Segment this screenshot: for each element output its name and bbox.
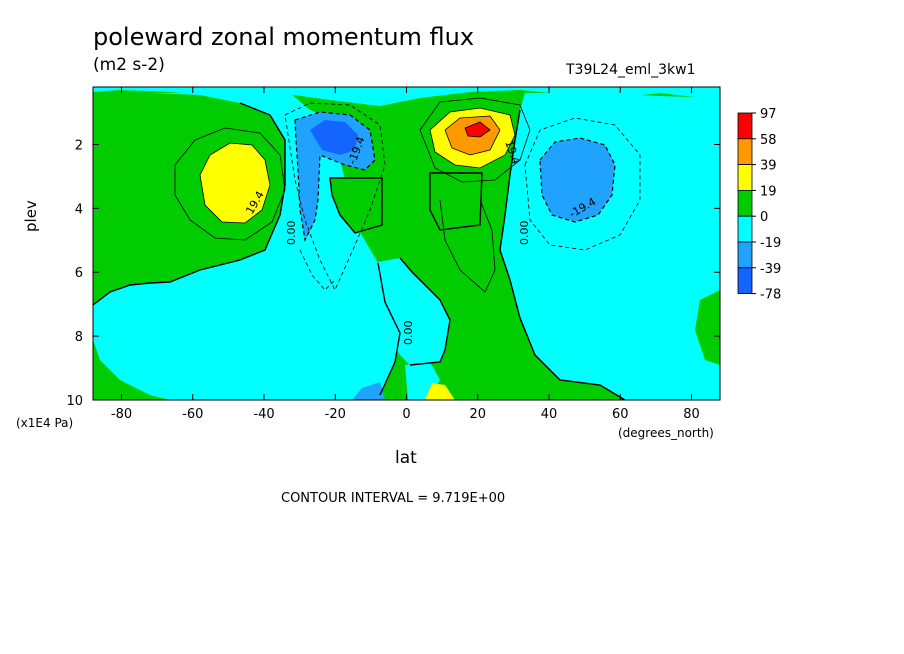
contour-zero-sh-inner (377, 262, 401, 396)
contour-zero-nh-box (429, 172, 483, 231)
y-tick-label: 8 (75, 330, 83, 345)
x-axis: -80 -60 -40 -20 0 20 40 60 80 (111, 87, 700, 422)
colorbar-swatch (737, 189, 753, 217)
colorbar-swatch (737, 164, 753, 191)
chart-units: (m2 s-2) (93, 55, 165, 75)
contour-pos-sh-2 (199, 142, 271, 224)
contour-zero-island (329, 177, 383, 234)
x-tick-label: 40 (541, 407, 558, 422)
contour-lines (93, 97, 641, 400)
colorbar-label: 97 (760, 107, 777, 122)
field-cyan-top (93, 87, 720, 106)
contour-label: 0.00 (518, 221, 531, 246)
colorbar-swatch (737, 241, 753, 269)
field-green-nh-box (430, 173, 482, 230)
colorbar-swatch (737, 267, 753, 294)
colorbar-label: 19 (760, 184, 777, 199)
y-axis-units: (x1E4 Pa) (16, 416, 74, 430)
x-axis-units: (degrees_north) (618, 426, 714, 440)
y-tick-label: 2 (75, 138, 83, 153)
contour-label: 0.00 (402, 321, 415, 346)
contour-neg-sh-outer (299, 249, 336, 291)
contour-pos-sh-1 (174, 127, 286, 241)
field-yellow-sh (200, 143, 270, 223)
plot-fields (93, 87, 720, 400)
colorbar-label: -19 (760, 236, 781, 251)
y-tick-label: 10 (66, 394, 83, 409)
colorbar-label: 0 (760, 210, 768, 225)
field-cyan-bottom-left (275, 370, 305, 400)
x-tick-label: 80 (683, 407, 700, 422)
contour-pos-nh-outer (439, 199, 496, 293)
contour-zero-eq (399, 257, 451, 366)
y-tick-label: 6 (75, 266, 83, 281)
contour-neg-nh-1 (524, 117, 641, 251)
x-axis-label: lat (395, 448, 417, 468)
colorbar-label: 58 (760, 133, 777, 148)
contour-neg-sh-2 (294, 111, 376, 242)
x-tick-label: 20 (469, 407, 486, 422)
contour-pos-nh-4 (464, 121, 491, 138)
colorbar: 97 58 39 19 0 -19 -39 -78 (737, 107, 781, 303)
contour-label: 0.00 (285, 221, 298, 246)
field-blue-bottom (352, 382, 385, 400)
contour-zero-sh (93, 102, 286, 306)
field-green-island-sh (330, 178, 382, 233)
x-tick-label: -80 (111, 407, 132, 422)
x-tick-label: 0 (402, 407, 410, 422)
x-tick-label: -40 (253, 407, 274, 422)
colorbar-swatch (737, 215, 753, 243)
y-tick-label: 4 (75, 202, 83, 217)
contour-interval: CONTOUR INTERVAL = 9.719E+00 (281, 491, 506, 506)
y-axis: 2 4 6 8 10 (66, 138, 720, 409)
contour-pos-nh-1 (419, 97, 531, 183)
field-darkblue-sh (310, 120, 358, 155)
x-tick-label: -20 (325, 407, 346, 422)
colorbar-label: -39 (760, 262, 781, 277)
contour-zero-nh (499, 109, 626, 400)
chart-title: poleward zonal momentum flux (93, 23, 475, 51)
field-yellow-bottom (425, 383, 455, 400)
contour-neg-nh-2 (539, 137, 616, 223)
field-blue-nh (540, 138, 615, 222)
field-green-bottom-right (510, 365, 545, 395)
colorbar-label: 39 (760, 159, 777, 174)
colorbar-swatch (737, 138, 753, 166)
contour-neg-sh (284, 102, 386, 291)
field-cyan-eq (375, 258, 450, 365)
contour-pos-nh-2 (429, 107, 516, 169)
x-tick-label: -60 (182, 407, 203, 422)
field-cyan-sh (93, 93, 400, 400)
colorbar-label: -78 (760, 288, 781, 303)
colorbar-swatch (737, 112, 753, 140)
x-tick-label: 60 (612, 407, 629, 422)
contour-pos-nh-3 (444, 115, 501, 156)
y-axis-label: plev (22, 200, 40, 232)
run-id: T39L24_eml_3kw1 (566, 62, 696, 78)
